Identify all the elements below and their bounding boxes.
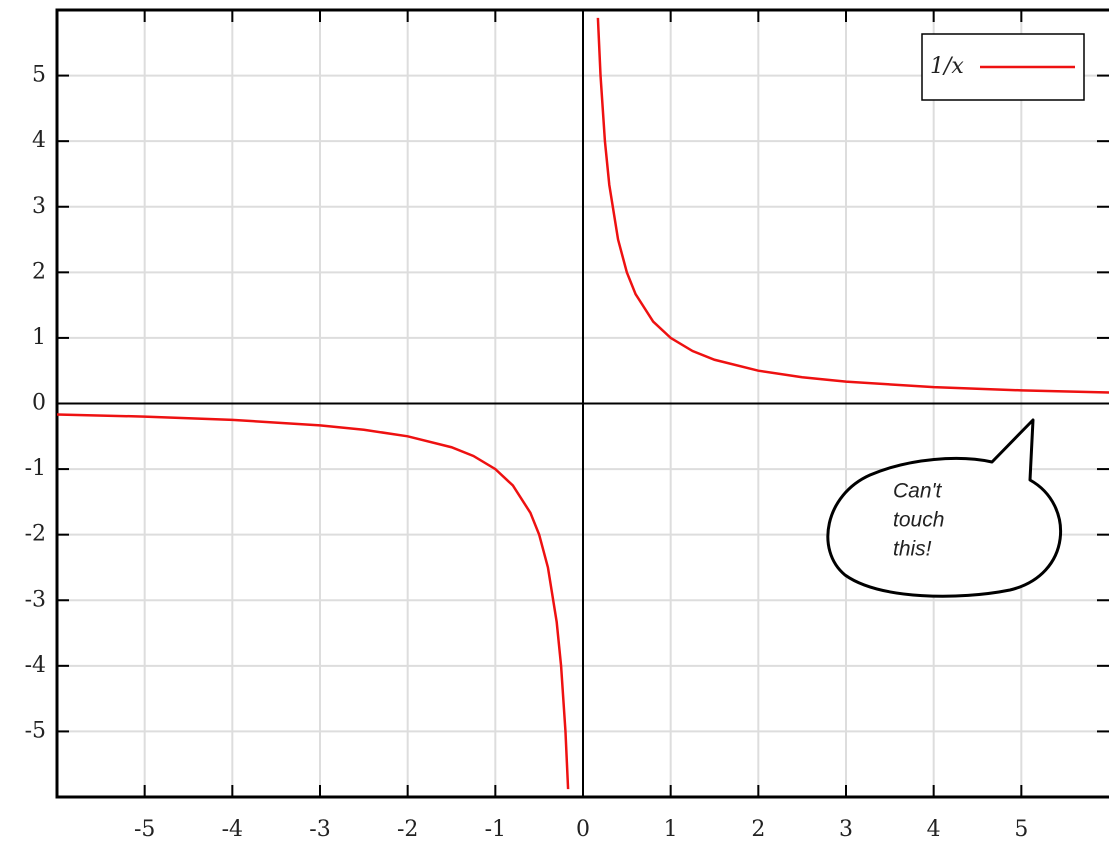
y-tick-label: 3	[32, 194, 46, 219]
annotation-text: touch	[893, 509, 944, 532]
y-tick-label: -1	[25, 456, 46, 481]
speech-bubble	[826, 418, 1063, 598]
y-tick-label: 2	[32, 259, 46, 284]
plot-frame	[55, 8, 1109, 799]
x-tick-label: -5	[134, 817, 155, 842]
y-tick-label: 0	[32, 391, 46, 416]
x-tick-label: -1	[485, 817, 506, 842]
x-tick-label: 2	[751, 817, 765, 842]
x-tick-label: -4	[222, 817, 243, 842]
x-tick-label: 0	[576, 817, 590, 842]
x-tick-label: -2	[397, 817, 418, 842]
y-tick-label: -3	[25, 587, 46, 612]
y-tick-label: 5	[32, 63, 46, 88]
annotation-text: Can't	[893, 480, 943, 503]
x-tick-label: 4	[927, 817, 941, 842]
x-tick-label: 1	[664, 817, 678, 842]
y-tick-label: 1	[32, 325, 46, 350]
x-tick-label: 5	[1014, 817, 1028, 842]
x-tick-label: 3	[839, 817, 853, 842]
y-tick-label: -4	[25, 653, 46, 678]
legend-label: 1/x	[930, 54, 964, 79]
y-tick-label: -2	[25, 522, 46, 547]
y-tick-label: -5	[25, 718, 46, 743]
y-tick-label: 4	[32, 128, 46, 153]
annotation-text: this!	[893, 538, 932, 561]
line	[57, 17, 1109, 790]
x-tick-label: -3	[309, 817, 330, 842]
